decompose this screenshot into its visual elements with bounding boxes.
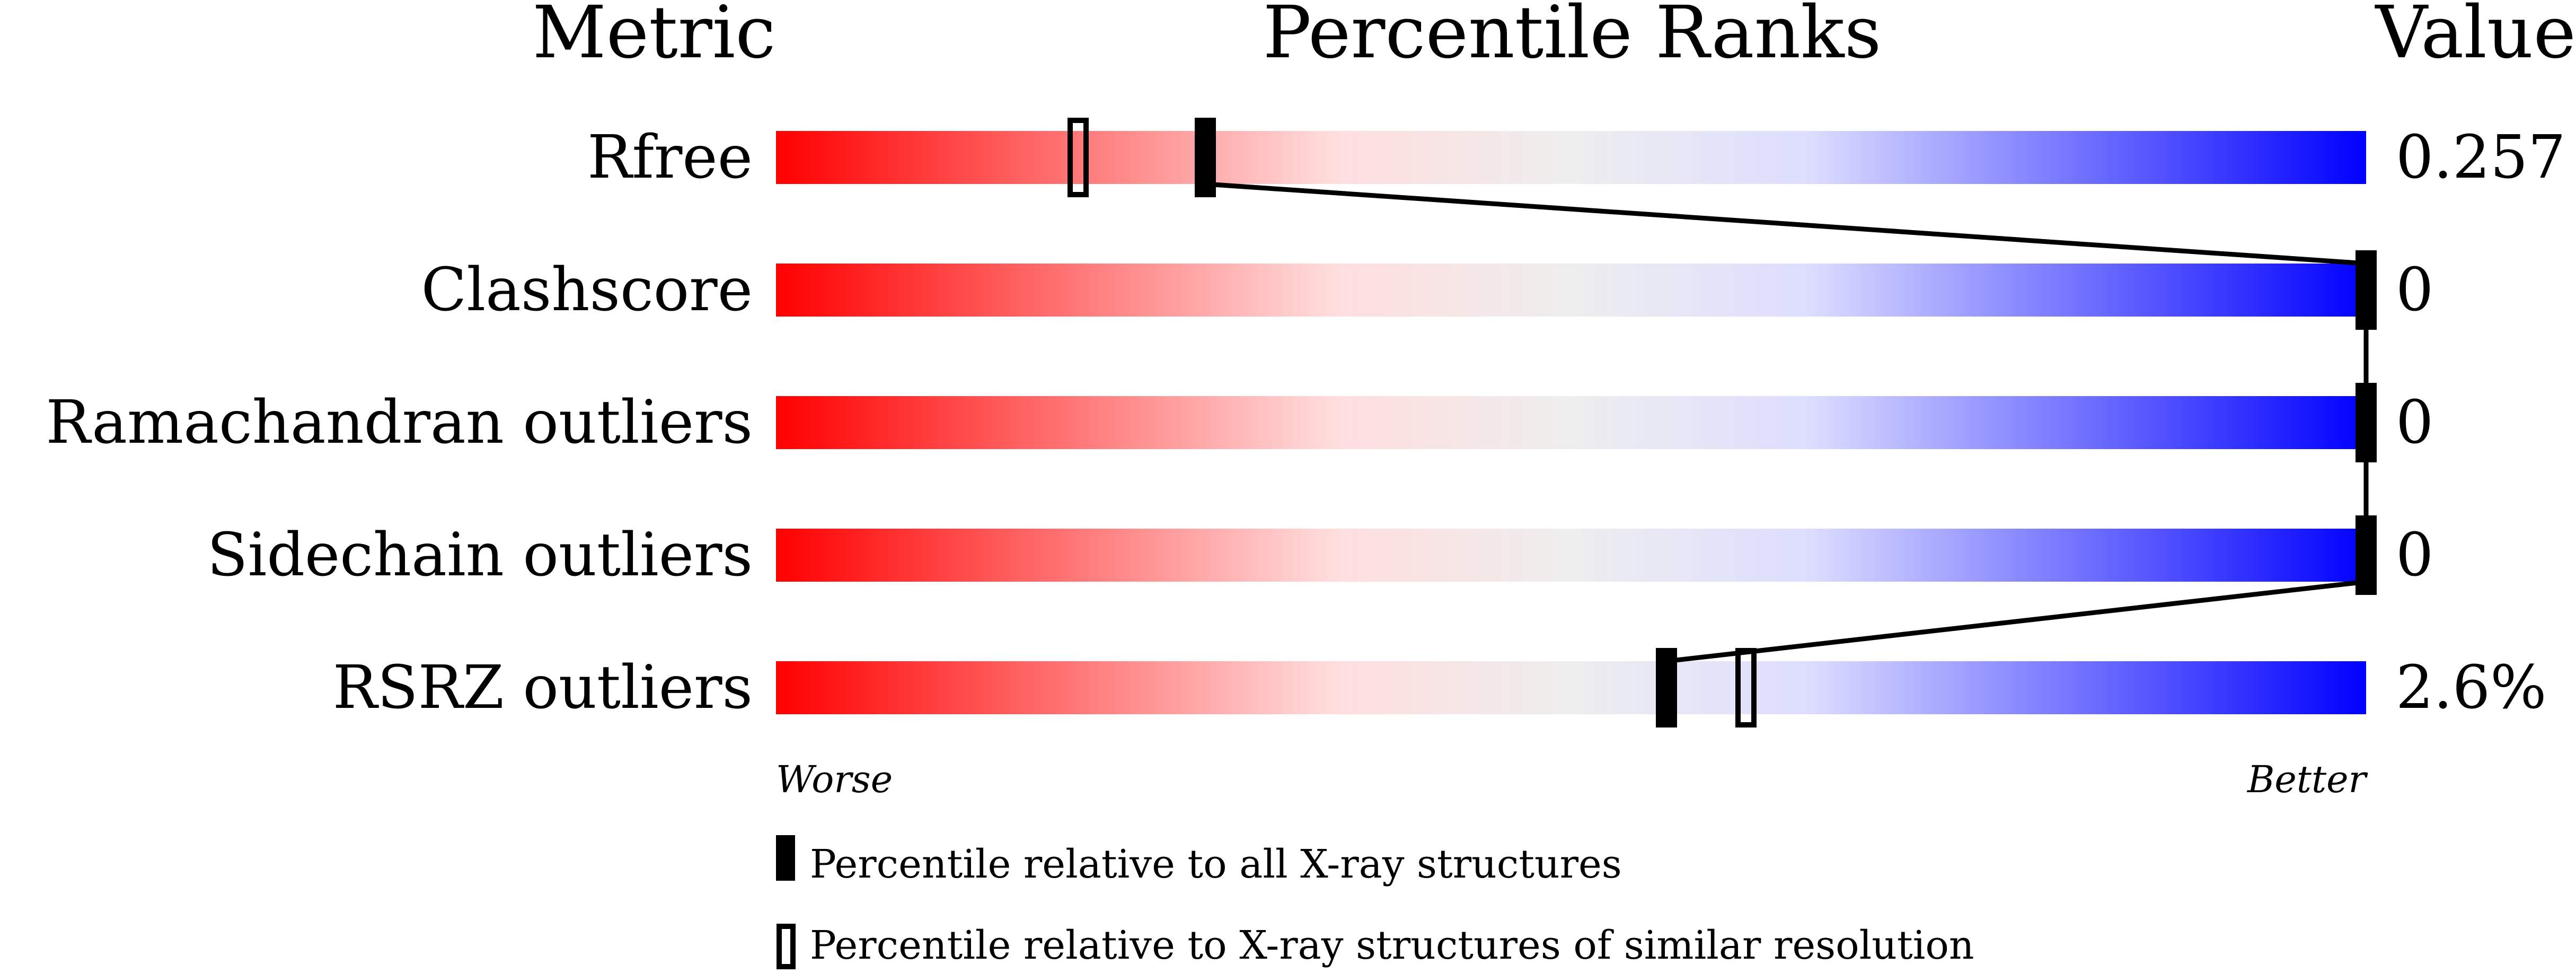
- marker-all-structures: [1195, 118, 1216, 197]
- metric-label: Rfree: [587, 123, 753, 192]
- marker-all-structures: [2356, 250, 2377, 330]
- header-percentile-ranks: Percentile Ranks: [1263, 0, 1882, 75]
- legend-open-marker-icon: [777, 924, 796, 969]
- metric-value: 0.257: [2396, 123, 2566, 192]
- legend-filled-marker-icon: [776, 835, 795, 881]
- connector-line: [1666, 579, 2367, 664]
- connector-line: [1205, 181, 2367, 266]
- marker-all-structures: [2356, 515, 2377, 595]
- metric-value: 2.6%: [2396, 653, 2547, 722]
- percentile-bar: [776, 264, 2366, 317]
- percentile-bar: [776, 396, 2366, 449]
- legend-label-similar: Percentile relative to X-ray structures …: [810, 923, 1974, 968]
- header-metric: Metric: [532, 0, 775, 75]
- metric-label: Clashscore: [421, 256, 753, 325]
- marker-all-structures: [1656, 648, 1677, 727]
- metric-value: 0: [2396, 256, 2433, 325]
- legend-label-all: Percentile relative to all X-ray structu…: [810, 841, 1622, 887]
- metric-label: RSRZ outliers: [333, 653, 753, 722]
- metric-value: 0: [2396, 521, 2433, 590]
- marker-all-structures: [2356, 383, 2377, 462]
- metric-label: Sidechain outliers: [207, 521, 753, 590]
- metric-value: 0: [2396, 388, 2433, 457]
- marker-similar-resolution: [1735, 648, 1757, 727]
- marker-similar-resolution: [1068, 118, 1089, 197]
- percentile-bar: [776, 529, 2366, 582]
- percentile-bar: [776, 131, 2366, 184]
- axis-label-worse: Worse: [776, 758, 893, 801]
- percentile-bar: [776, 661, 2366, 714]
- metric-label: Ramachandran outliers: [46, 388, 753, 457]
- axis-label-better: Better: [2246, 758, 2368, 801]
- header-value: Value: [2375, 0, 2576, 75]
